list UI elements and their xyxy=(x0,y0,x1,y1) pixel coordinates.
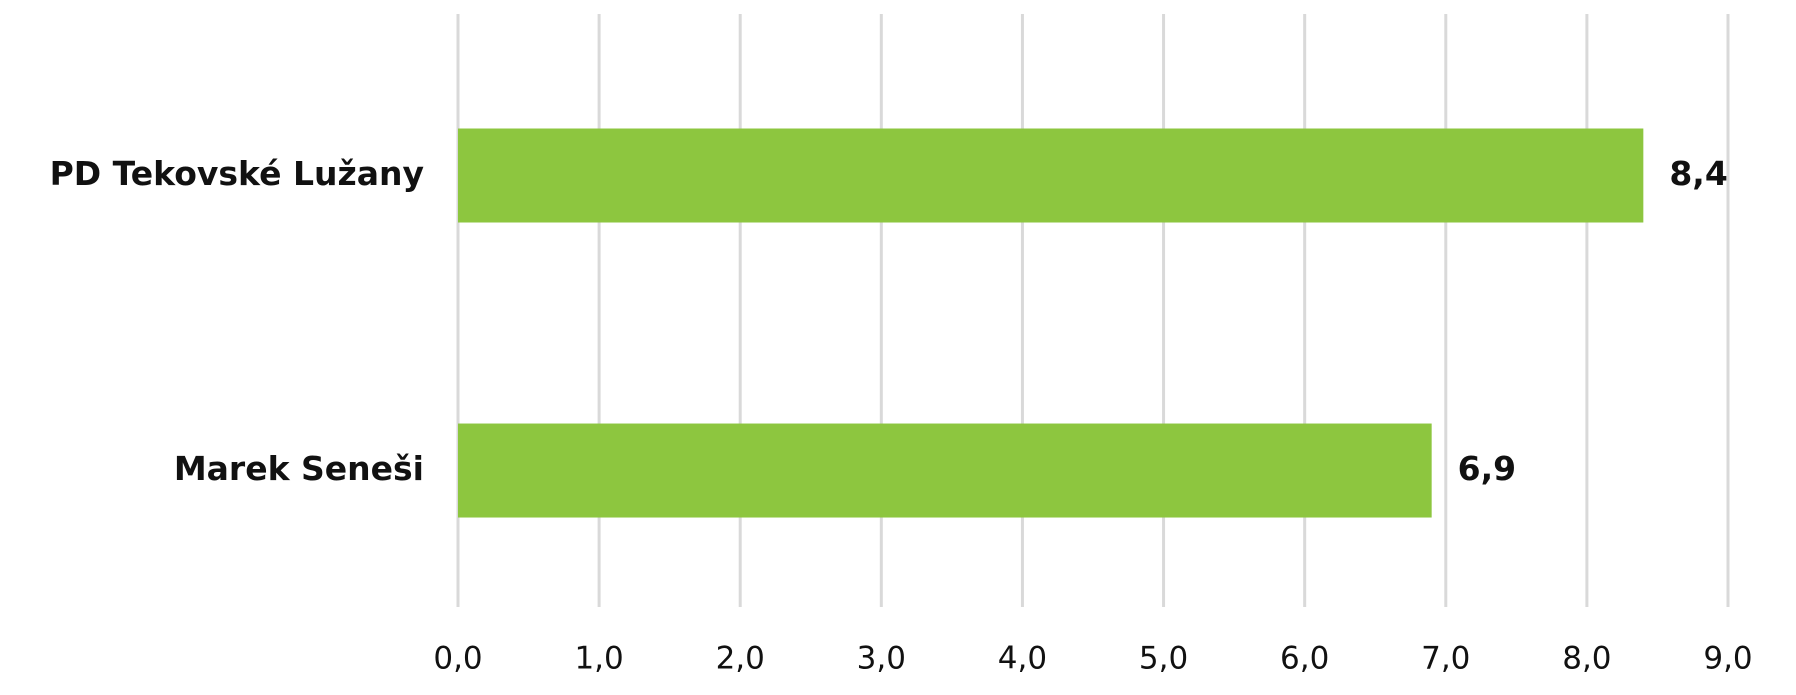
bar xyxy=(458,128,1644,223)
value-label: 6,9 xyxy=(1458,449,1516,488)
category-label: Marek Seneši xyxy=(174,449,424,488)
bar xyxy=(458,423,1432,518)
x-tick-label: 6,0 xyxy=(1280,641,1329,677)
x-tick-label: 5,0 xyxy=(1139,641,1188,677)
x-tick-label: 9,0 xyxy=(1703,641,1752,677)
x-tick-label: 3,0 xyxy=(857,641,906,677)
x-tick-label: 1,0 xyxy=(574,641,623,677)
value-label: 8,4 xyxy=(1669,154,1727,193)
x-tick-label: 4,0 xyxy=(998,641,1047,677)
category-label: PD Tekovské Lužany xyxy=(50,154,424,193)
x-tick-label: 7,0 xyxy=(1421,641,1470,677)
x-tick-label: 8,0 xyxy=(1562,641,1611,677)
x-tick-label: 2,0 xyxy=(716,641,765,677)
x-tick-label: 0,0 xyxy=(433,641,482,677)
